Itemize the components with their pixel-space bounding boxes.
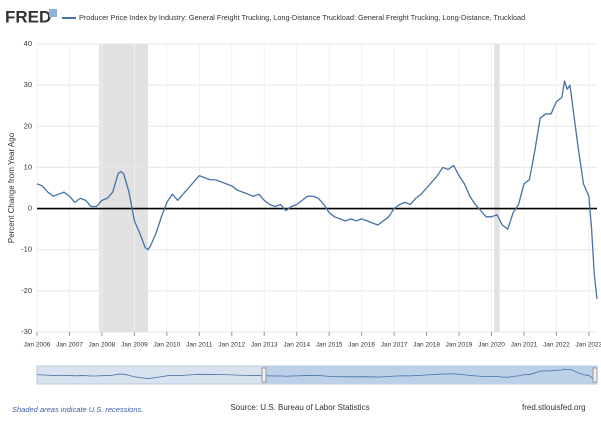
x-tick-label: Jan 2013	[251, 342, 278, 349]
recession-note: Shaded areas indicate U.S. recessions.	[12, 405, 143, 414]
x-tick-label: Jan 2023	[576, 342, 601, 349]
y-tick-label: 30	[24, 80, 32, 89]
logo: FRED	[5, 7, 51, 26]
x-tick-label: Jan 2017	[381, 342, 408, 349]
y-tick-label: 0	[28, 204, 32, 213]
slider-handle[interactable]	[261, 367, 267, 383]
y-tick-label: -10	[21, 245, 32, 254]
x-tick-label: Jan 2011	[186, 342, 213, 349]
source: Source: U.S. Bureau of Labor Statistics	[230, 403, 369, 412]
recession-shade	[494, 44, 500, 332]
legend-label: Producer Price Index by Industry: Genera…	[79, 13, 525, 22]
slider-handle[interactable]	[592, 367, 598, 383]
y-tick-label: 10	[24, 162, 32, 171]
x-tick-label: Jan 2007	[56, 342, 83, 349]
x-tick-label: Jan 2020	[478, 342, 505, 349]
x-tick-label: Jan 2015	[316, 342, 343, 349]
x-tick-label: Jan 2012	[218, 342, 245, 349]
y-tick-label: 20	[24, 121, 32, 130]
x-tick-label: Jan 2009	[121, 342, 148, 349]
recession-shade	[99, 44, 148, 332]
y-tick-label: 40	[24, 39, 32, 48]
x-tick-label: Jan 2014	[283, 342, 310, 349]
x-tick-label: Jan 2016	[348, 342, 375, 349]
x-tick-label: Jan 2006	[24, 342, 51, 349]
site: fred.stlouisfed.org	[522, 403, 586, 412]
x-tick-label: Jan 2021	[511, 342, 538, 349]
y-axis-label: Percent Change from Year Ago	[7, 132, 16, 243]
y-tick-label: -30	[21, 327, 32, 336]
x-tick-label: Jan 2018	[413, 342, 440, 349]
x-tick-label: Jan 2019	[446, 342, 473, 349]
x-tick-label: Jan 2022	[543, 342, 570, 349]
slider-line	[36, 368, 598, 382]
data-line	[36, 80, 598, 300]
x-tick-label: Jan 2008	[89, 342, 116, 349]
y-tick-label: -20	[21, 286, 32, 295]
x-tick-label: Jan 2010	[153, 342, 180, 349]
logo-icon	[49, 9, 57, 17]
